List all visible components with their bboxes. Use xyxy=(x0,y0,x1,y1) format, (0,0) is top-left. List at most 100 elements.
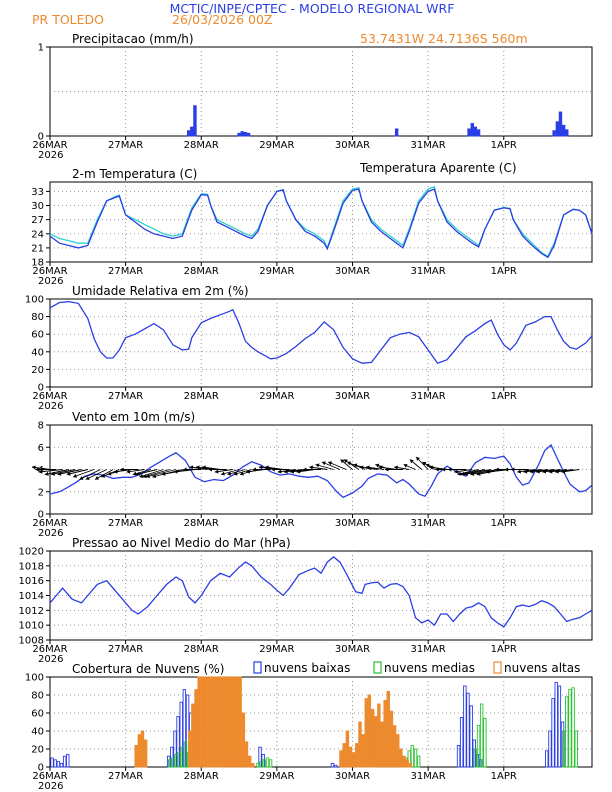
precip-xtick-label: 30MAR xyxy=(335,140,370,151)
cloud-legend-swatch xyxy=(373,661,382,674)
clouds-bar xyxy=(416,755,421,768)
wind-year-label: 2026 xyxy=(38,528,63,539)
rh-xtick-label: 30MAR xyxy=(335,391,370,402)
rh-ytick-label: 100 xyxy=(25,295,44,306)
wind-vector-head xyxy=(73,473,78,478)
clouds-bar xyxy=(177,752,181,768)
clouds-bar xyxy=(364,698,368,768)
wind-vector-head xyxy=(139,474,144,478)
wind-vector-head xyxy=(246,469,250,474)
pressure-ytick-label: 1012 xyxy=(19,606,44,617)
wind-vector xyxy=(51,469,76,475)
wind-vector xyxy=(145,469,177,478)
wind-xtick-label: 31MAR xyxy=(411,518,446,529)
clouds-xtick-label: 27MAR xyxy=(108,771,143,782)
rh-frame xyxy=(49,298,593,388)
clouds-bar xyxy=(174,753,178,768)
clouds-bar xyxy=(561,730,566,768)
wind-vector-head xyxy=(208,467,212,472)
wind-vector-head xyxy=(44,471,49,476)
rh-xtick-label: 26MAR xyxy=(32,391,67,402)
wind-vector-head xyxy=(126,469,131,474)
wind-series-line-0 xyxy=(49,443,593,499)
wind-vector-head xyxy=(555,469,559,474)
clouds-year-label: 2026 xyxy=(38,781,63,792)
temp-title: 2-m Temperatura (C) xyxy=(72,167,197,181)
precip-title: Precipitacao (mm/h) xyxy=(72,32,194,46)
pressure-xtick-label: 30MAR xyxy=(335,644,370,655)
clouds-xtick-label: 31MAR xyxy=(411,771,446,782)
clouds-bar xyxy=(59,762,64,768)
clouds-bar xyxy=(399,748,403,768)
wind-vector-head xyxy=(303,467,307,472)
clouds-bar xyxy=(386,690,390,768)
clouds-bar xyxy=(56,761,61,768)
clouds-bar xyxy=(348,746,353,768)
clouds-frame xyxy=(49,676,593,768)
rh-ytick-label: 80 xyxy=(31,312,44,323)
clouds-bar xyxy=(383,699,387,768)
wind-ytick-label: 6 xyxy=(38,443,44,454)
wind-xtick-label: 29MAR xyxy=(259,518,294,529)
header-title: MCTIC/INPE/CPTEC - MODELO REGIONAL WRF xyxy=(170,1,455,16)
clouds-bar xyxy=(183,741,188,768)
wind-vector-head xyxy=(120,467,124,472)
wind-vector xyxy=(457,469,479,475)
header-run: 26/03/2026 00Z xyxy=(172,12,273,27)
precip-xtick-label: 28MAR xyxy=(184,140,219,151)
wind-vector-head xyxy=(101,473,106,478)
wind-vector xyxy=(464,469,492,475)
clouds-bar xyxy=(463,685,467,768)
clouds-bar xyxy=(206,676,211,768)
clouds-bar xyxy=(367,694,372,768)
precip-bar xyxy=(193,105,197,137)
wind-vector-head xyxy=(265,465,269,470)
pressure-series-line-0 xyxy=(49,556,593,628)
wind-vector-head xyxy=(233,471,238,476)
wind-vector-head xyxy=(51,471,55,476)
wind-xtick-label: 1APR xyxy=(491,518,517,529)
wind-vector-head xyxy=(394,465,398,470)
clouds-ytick-label: 40 xyxy=(31,727,44,738)
precip-bar xyxy=(565,129,569,137)
wind-vector-head xyxy=(202,465,206,470)
clouds-bar xyxy=(171,757,175,768)
clouds-bar xyxy=(557,685,562,768)
clouds-bar xyxy=(554,681,558,768)
temp-xtick-label: 30MAR xyxy=(335,266,370,277)
clouds-ytick-label: 80 xyxy=(31,691,44,702)
rh-xtick-label: 1APR xyxy=(491,391,517,402)
clouds-ytick-label: 100 xyxy=(25,673,44,684)
clouds-bar xyxy=(203,676,208,768)
clouds-bar xyxy=(168,759,172,768)
pressure-xtick-label: 1APR xyxy=(491,644,517,655)
temp-frame xyxy=(49,181,593,263)
clouds-bar xyxy=(194,689,198,768)
wind-vector-head xyxy=(542,469,547,474)
precip-bar xyxy=(237,132,241,137)
clouds-bar xyxy=(380,721,384,768)
precip-bar xyxy=(394,128,399,137)
clouds-bar xyxy=(50,757,54,768)
precip-bar xyxy=(467,128,471,137)
precip-bar xyxy=(243,131,248,137)
clouds-xtick-label: 26MAR xyxy=(32,771,67,782)
pressure-xtick-label: 26MAR xyxy=(32,644,67,655)
clouds-bar xyxy=(479,703,484,768)
wind-vector xyxy=(79,469,101,480)
rh-xtick-label: 31MAR xyxy=(411,391,446,402)
clouds-bar xyxy=(262,759,266,768)
pressure-title: Pressao ao Nivel Medio do Mar (hPa) xyxy=(72,536,291,550)
clouds-ytick-label: 20 xyxy=(31,745,44,756)
wind-vector-head xyxy=(460,471,465,476)
precip-bar xyxy=(186,130,191,137)
pressure-ytick-label: 1008 xyxy=(19,636,44,647)
wind-vector-head xyxy=(523,469,528,474)
pressure-xtick-label: 31MAR xyxy=(411,644,446,655)
wind-vector-head xyxy=(142,474,147,479)
clouds-bar xyxy=(377,703,381,768)
wind-vector-head xyxy=(454,469,458,474)
wind-vector-head xyxy=(476,471,481,476)
clouds-ytick-label: 0 xyxy=(38,763,44,774)
temp-ytick-label: 27 xyxy=(31,215,44,226)
